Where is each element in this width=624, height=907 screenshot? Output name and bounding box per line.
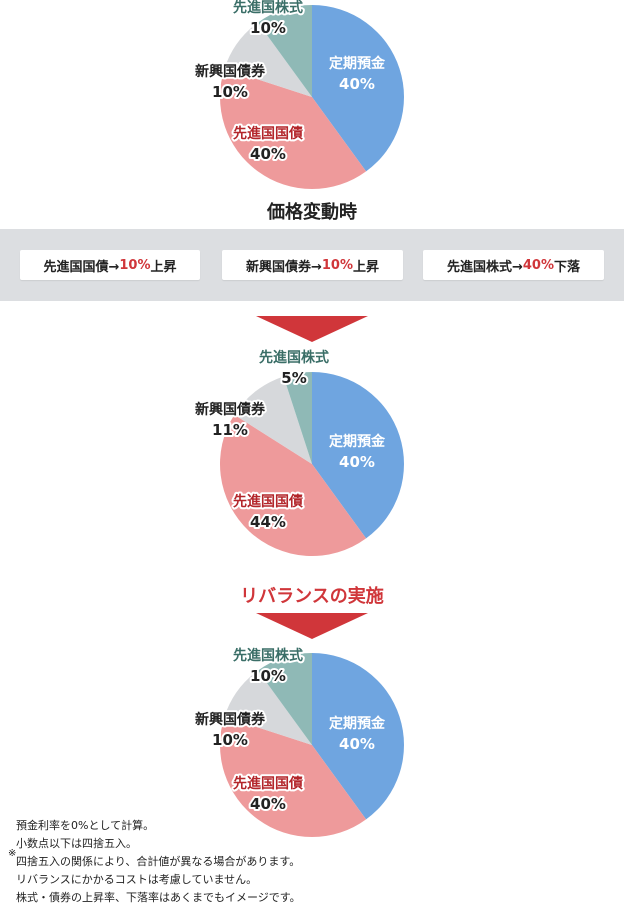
change-chip-post: 上昇 — [150, 259, 177, 275]
price-change-title: 価格変動時 — [267, 202, 357, 223]
pie-slice — [220, 414, 367, 556]
pie-slice — [312, 5, 404, 172]
pie-slice-percent: 40% — [250, 795, 286, 813]
change-chip-rate: 10% — [119, 257, 151, 273]
pie-slice-percent: 11% — [212, 421, 248, 439]
pie-slice-name: 新興国債券 — [195, 711, 266, 728]
pie-slice-name: 先進国株式 — [233, 0, 303, 16]
down-arrow-icon — [256, 613, 368, 639]
change-chip-pre: 先進国株式→ — [446, 259, 523, 275]
pie-initial: 定期預金 40% 先進国国債 40% 新興国債券 10% 先進国株式 10% — [193, 0, 404, 189]
pie-slice-name: 先進国国債 — [233, 775, 303, 792]
pie-slice — [257, 5, 312, 97]
change-chip-pre: 先進国国債→ — [43, 259, 120, 275]
pie-slice — [257, 653, 312, 745]
change-chip-developed-bonds: 先進国国債→ 10% 上昇 — [20, 250, 200, 280]
pie-slice — [312, 372, 404, 539]
rebalance-title: リバランスの実施 — [240, 586, 384, 607]
pie-slice-name: 先進国株式 — [259, 349, 329, 366]
pie-slice — [224, 670, 312, 745]
pie-slice — [224, 22, 312, 98]
down-arrow-icon — [256, 316, 368, 342]
pie-slice — [312, 653, 405, 820]
pie-slice — [283, 372, 312, 464]
pie-slice-percent: 10% — [212, 731, 248, 749]
pie-after-rebalance: 定期預金 40% 先進国国債 40% 新興国債券 10% 先進国株式 10% — [193, 645, 405, 837]
pie-after-price-change: 定期預金 40% 先進国国債 44% 新興国債券 11% 先進国株式 5% — [193, 347, 404, 556]
pie-slice-name: 定期預金 — [329, 55, 386, 72]
notes: ※ 預金利率を0%として計算。 小数点以下は四捨五入。 四捨五入の関係により、合… — [8, 817, 301, 907]
note-line: 四捨五入の関係により、合計値が異なる場合があります。 — [16, 855, 301, 868]
pie-slice — [220, 68, 367, 189]
change-chip-emerging-bonds: 新興国債券→ 10% 上昇 — [222, 250, 403, 280]
note-line: 小数点以下は四捨五入。 — [16, 837, 137, 850]
pie-slice — [234, 376, 312, 464]
pie-slice-percent: 40% — [250, 145, 286, 163]
pie-slice-name: 先進国国債 — [233, 493, 303, 510]
note-mark: ※ — [8, 848, 17, 859]
pie-slice-name: 新興国債券 — [195, 401, 266, 418]
pie-slice-percent: 10% — [250, 667, 286, 685]
pie-slice-percent: 40% — [339, 75, 375, 93]
pie-slice-percent: 44% — [250, 513, 286, 531]
change-chip-post: 下落 — [554, 259, 581, 275]
pie-slice-percent: 40% — [339, 735, 375, 753]
note-line: リバランスにかかるコストは考慮していません。 — [16, 873, 258, 886]
change-chip-post: 上昇 — [353, 259, 380, 275]
pie-slice-name: 先進国株式 — [233, 647, 303, 664]
price-change-band: 先進国国債→ 10% 上昇 新興国債券→ 10% 上昇 先進国株式→ 40% 下落 — [0, 229, 624, 301]
pie-slice-percent: 5% — [281, 369, 306, 387]
change-chip-pre: 新興国債券→ — [245, 259, 322, 275]
pie-slice-name: 先進国国債 — [233, 125, 303, 142]
pie-slice — [220, 716, 367, 837]
pie-slice-name: 新興国債券 — [195, 63, 266, 80]
pie-slice-percent: 10% — [250, 19, 286, 37]
change-chip-developed-stocks: 先進国株式→ 40% 下落 — [423, 250, 604, 280]
pie-slice-name: 定期預金 — [329, 433, 386, 450]
pie-slice-percent: 10% — [212, 83, 248, 101]
note-line: 預金利率を0%として計算。 — [16, 819, 155, 832]
change-chip-rate: 40% — [522, 257, 554, 273]
note-line: 株式・債券の上昇率、下落率はあくまでもイメージです。 — [16, 891, 301, 904]
pie-slice-percent: 40% — [339, 453, 375, 471]
change-chip-rate: 10% — [321, 257, 353, 273]
pie-slice-name: 定期預金 — [329, 715, 386, 732]
